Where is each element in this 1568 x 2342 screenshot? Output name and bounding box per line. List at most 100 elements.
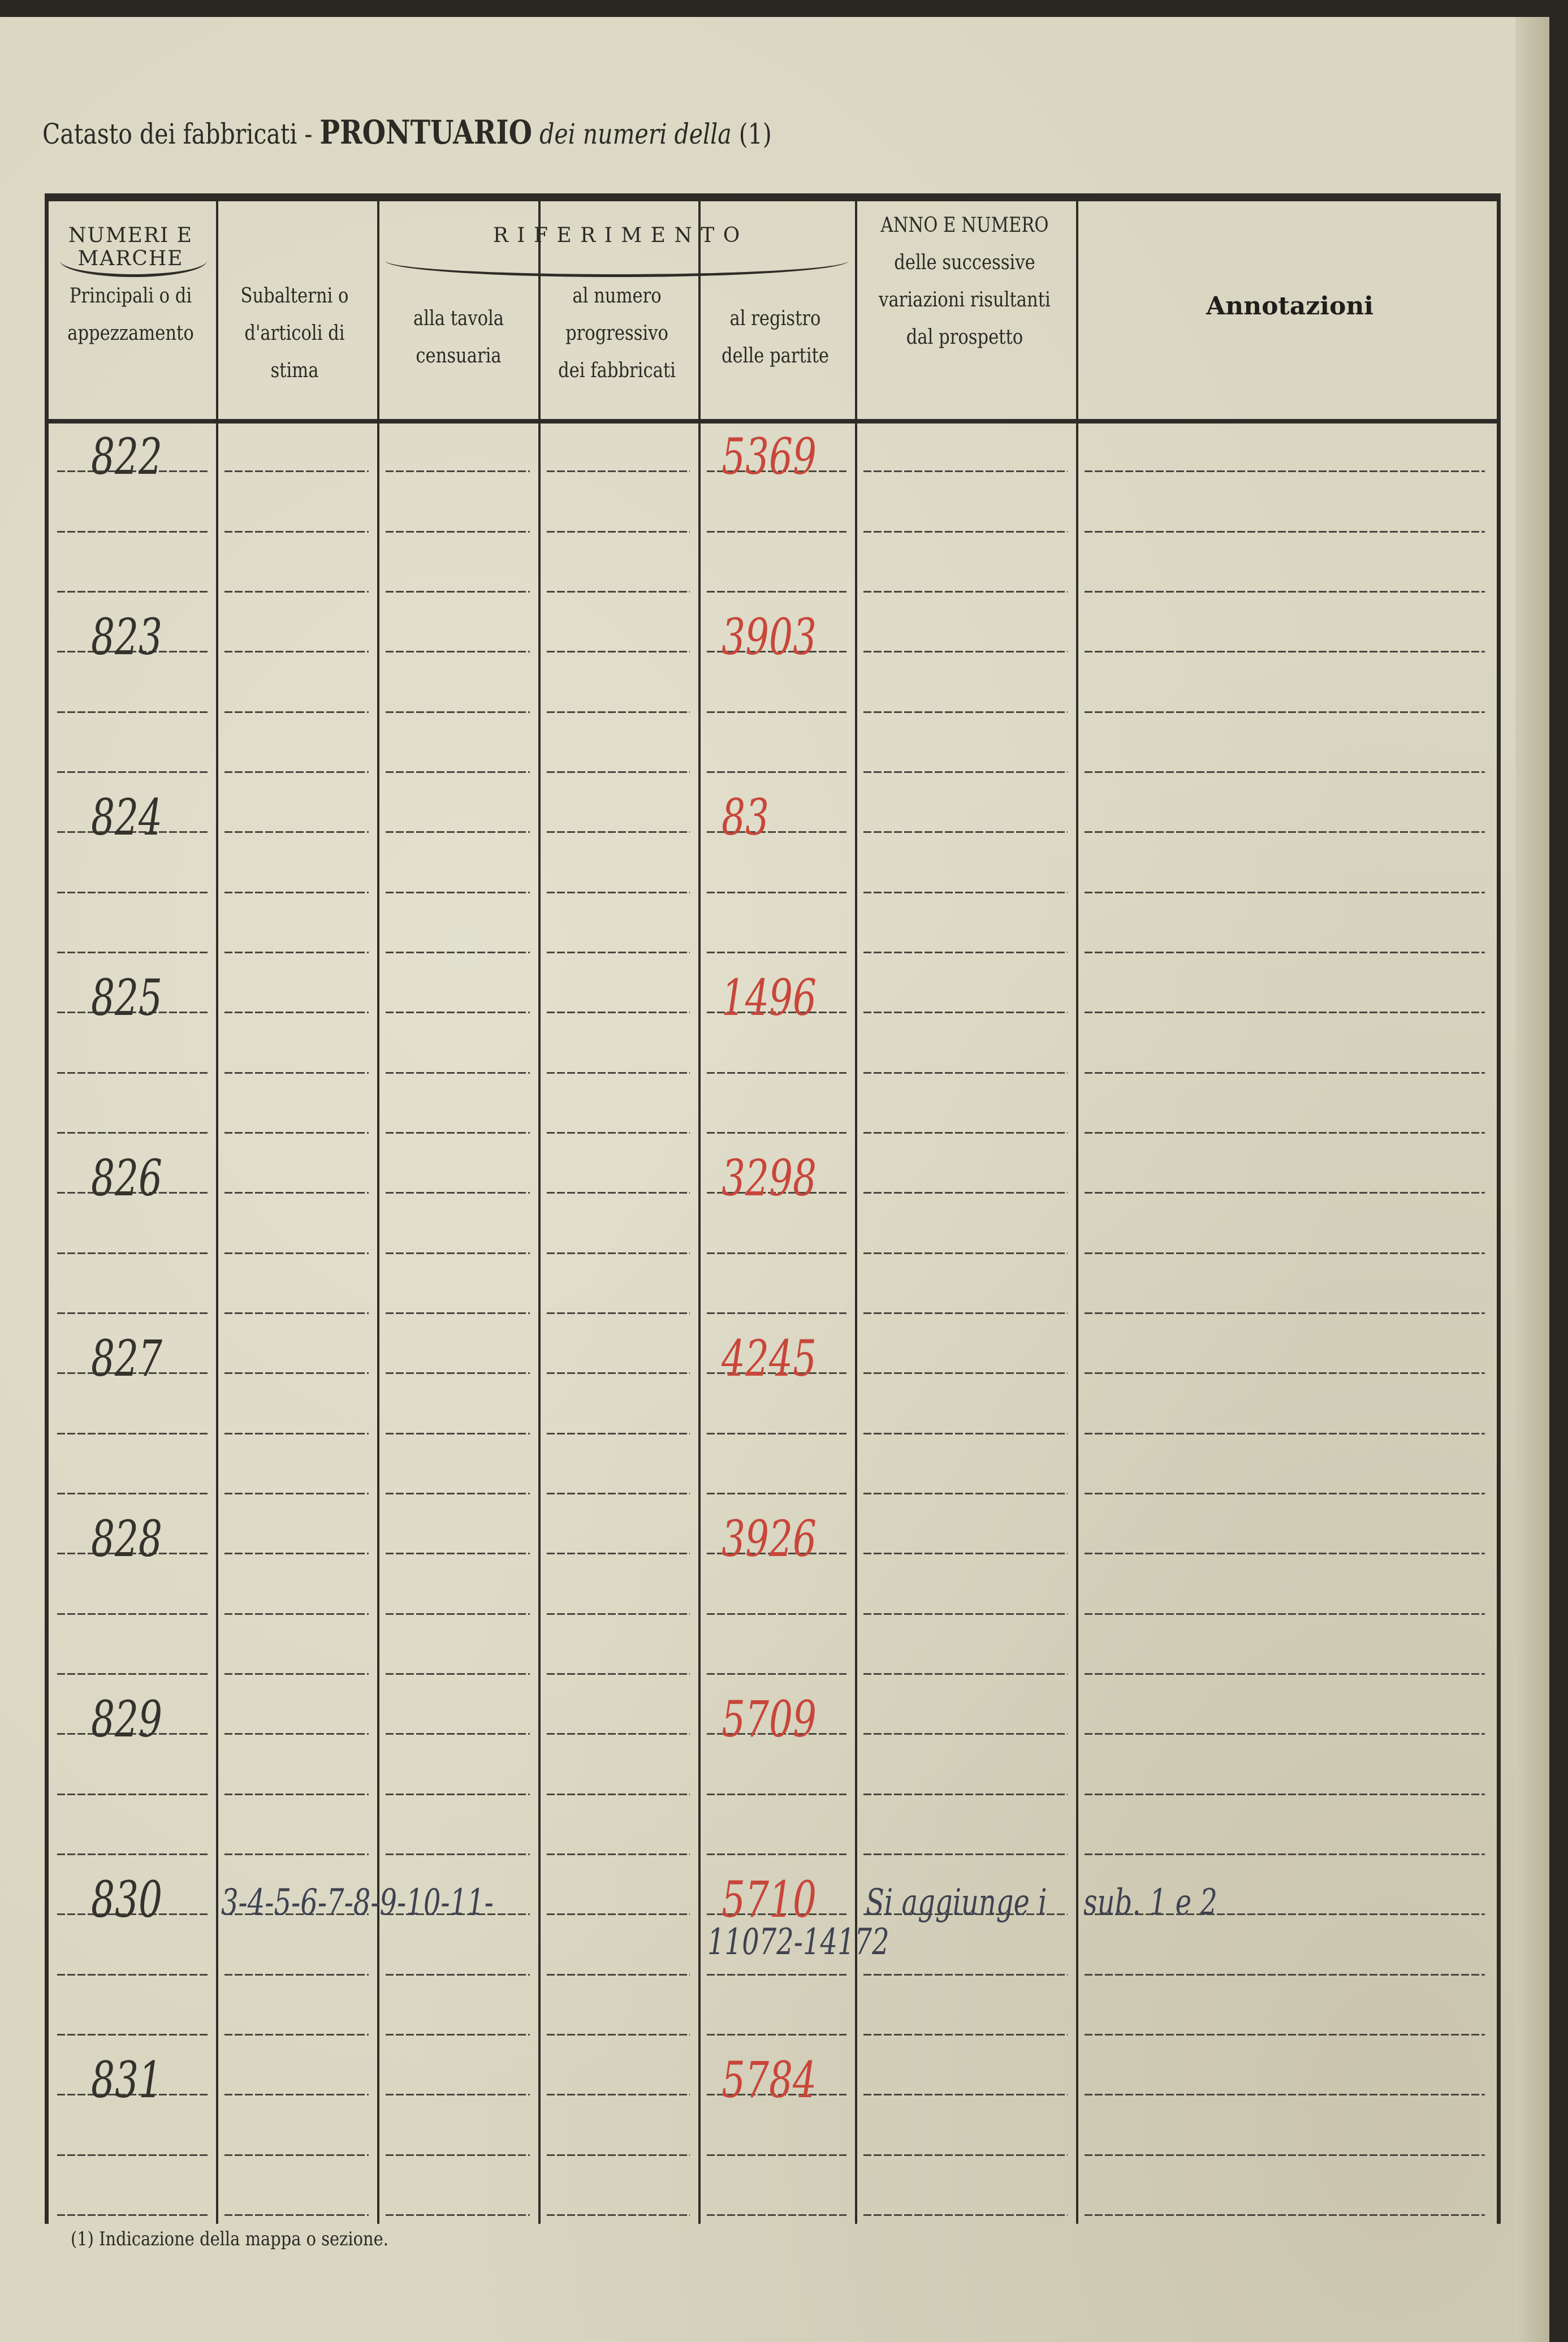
ruled-line — [386, 1973, 530, 1976]
ruled-line — [1085, 2214, 1485, 2216]
ruled-line — [547, 1312, 690, 1314]
registro-number: 83 — [722, 788, 769, 846]
registro-number: 5369 — [722, 427, 817, 486]
ruled-line — [57, 1673, 208, 1675]
ruled-line — [224, 2214, 369, 2216]
principale-number: 827 — [91, 1329, 162, 1388]
ruled-line — [863, 952, 1068, 953]
ruled-line — [386, 1493, 530, 1494]
ruled-line — [1085, 1553, 1485, 1555]
ruled-line — [547, 591, 690, 593]
ruled-line — [707, 530, 846, 533]
principale-number: 829 — [91, 1690, 162, 1748]
header-group-riferimento: R I F E R I M E N T O — [493, 224, 741, 247]
ruled-line — [224, 1493, 369, 1494]
ruled-line — [547, 470, 690, 473]
ruled-line — [386, 1012, 530, 1014]
ruled-line — [57, 1733, 208, 1735]
ruled-line — [707, 1853, 846, 1855]
ruled-line — [224, 1252, 369, 1254]
ruled-line — [707, 952, 846, 953]
ruled-line — [547, 1613, 690, 1615]
ruled-line — [1085, 1493, 1485, 1494]
ruled-line — [547, 2154, 690, 2156]
ruled-line — [386, 1071, 530, 1074]
header-variazioni: ANNO E NUMERO delle successive variazion… — [879, 214, 1051, 349]
registro-number: 5709 — [722, 1690, 817, 1748]
ruled-line — [863, 2154, 1068, 2156]
ruled-line — [707, 1312, 846, 1314]
title-italic: dei numeri della — [539, 118, 732, 150]
ruled-line — [224, 1432, 369, 1434]
ruled-line — [1085, 1252, 1485, 1254]
ruled-line — [707, 1252, 846, 1254]
ruled-line — [707, 711, 846, 713]
ruled-line — [863, 1432, 1068, 1434]
ruled-line — [707, 2094, 846, 2096]
ruled-line — [1085, 1192, 1485, 1194]
ruled-line — [707, 1613, 846, 1615]
ruled-line — [707, 1733, 846, 1735]
ruled-line — [547, 831, 690, 833]
ruled-line — [1085, 1132, 1485, 1134]
ruled-line — [57, 1192, 208, 1194]
ruled-line — [1085, 1913, 1485, 1916]
ruled-line — [863, 591, 1068, 593]
ruled-line — [224, 711, 369, 713]
ruled-line — [224, 1913, 369, 1916]
ruled-line — [386, 2214, 530, 2216]
ruled-line — [547, 1973, 690, 1976]
registro-number: 3903 — [722, 608, 817, 666]
ruled-line — [1085, 831, 1485, 833]
ruled-line — [1085, 1673, 1485, 1675]
header-subalterni: Subalterni o d'articoli di stima — [240, 284, 349, 382]
ruled-line — [386, 651, 530, 653]
ruled-line — [547, 1132, 690, 1134]
ruled-line — [1085, 952, 1485, 953]
ruled-line — [386, 1913, 530, 1916]
ruled-line — [707, 651, 846, 653]
ruled-line — [224, 1793, 369, 1795]
ruled-line — [1085, 2094, 1485, 2096]
ruled-line — [1085, 530, 1485, 533]
ruled-line — [57, 530, 208, 533]
header-principali: Principali o di appezzamento — [67, 284, 194, 345]
ruled-line — [547, 711, 690, 713]
ruled-line — [224, 1973, 369, 1976]
variazioni-entry: Si aggiunge i — [866, 1882, 1047, 1924]
ruled-line — [57, 1432, 208, 1434]
ruled-line — [57, 771, 208, 773]
ruled-line — [863, 1493, 1068, 1494]
registro-number: 3926 — [722, 1510, 817, 1568]
ruled-line — [863, 1913, 1068, 1916]
annotazioni-entry: sub. 1 e 2 — [1083, 1882, 1217, 1924]
ruled-line — [707, 470, 846, 473]
ruled-line — [57, 2154, 208, 2156]
ruled-line — [863, 530, 1068, 533]
ruled-line — [547, 530, 690, 533]
ruled-line — [224, 1192, 369, 1194]
ruled-line — [863, 891, 1068, 893]
ruled-line — [386, 1853, 530, 1855]
principale-number: 825 — [91, 969, 162, 1027]
ruled-line — [224, 2034, 369, 2036]
ruled-line — [386, 1192, 530, 1194]
ruled-line — [707, 1432, 846, 1434]
principale-number: 826 — [91, 1149, 162, 1207]
ruled-line — [863, 1613, 1068, 1615]
ruled-line — [707, 2034, 846, 2036]
ruled-line — [707, 1793, 846, 1795]
ruled-line — [547, 1553, 690, 1555]
ruled-line — [547, 1673, 690, 1675]
ruled-line — [707, 2214, 846, 2216]
ruled-line — [224, 952, 369, 953]
ruled-line — [707, 1553, 846, 1555]
ruled-line — [863, 1312, 1068, 1314]
ruled-line — [863, 2034, 1068, 2036]
ruled-line — [224, 1673, 369, 1675]
ruled-line — [386, 1252, 530, 1254]
ruled-line — [547, 1733, 690, 1735]
ruled-line — [224, 1012, 369, 1014]
header-tavola: alla tavola censuaria — [413, 307, 504, 368]
ruled-line — [224, 831, 369, 833]
